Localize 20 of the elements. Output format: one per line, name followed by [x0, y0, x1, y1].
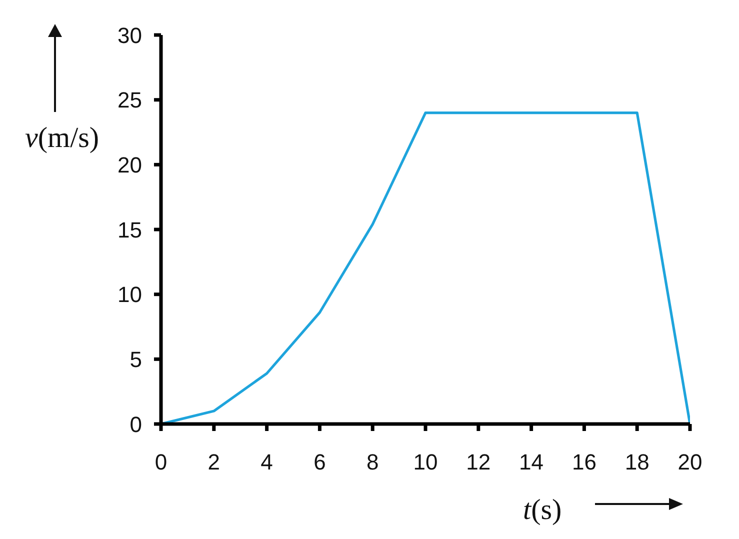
x-axis-title: t(s): [523, 494, 562, 526]
x-tick-label: 12: [466, 450, 491, 475]
y-tick-label: 30: [118, 22, 142, 48]
x-tick-label: 14: [519, 450, 544, 475]
y-tick-label: 20: [118, 152, 142, 178]
y-tick-label: 25: [118, 88, 142, 113]
y-tick-label: 5: [130, 346, 142, 372]
x-tick-label: 6: [314, 450, 326, 475]
x-tick-label: 10: [413, 450, 438, 475]
x-tick-label: 4: [260, 450, 273, 475]
x-tick-label: 16: [572, 450, 596, 475]
x-tick-label: 20: [678, 450, 702, 475]
x-tick-label: 2: [208, 450, 220, 475]
x-tick-label: 8: [366, 450, 379, 475]
y-tick-label: 15: [118, 217, 142, 242]
y-tick-label: 10: [118, 282, 142, 308]
y-axis-title: v(m/s): [25, 122, 100, 154]
y-tick-label: 0: [130, 412, 142, 437]
x-tick-label: 0: [154, 450, 168, 475]
x-tick-label: 18: [624, 450, 650, 475]
